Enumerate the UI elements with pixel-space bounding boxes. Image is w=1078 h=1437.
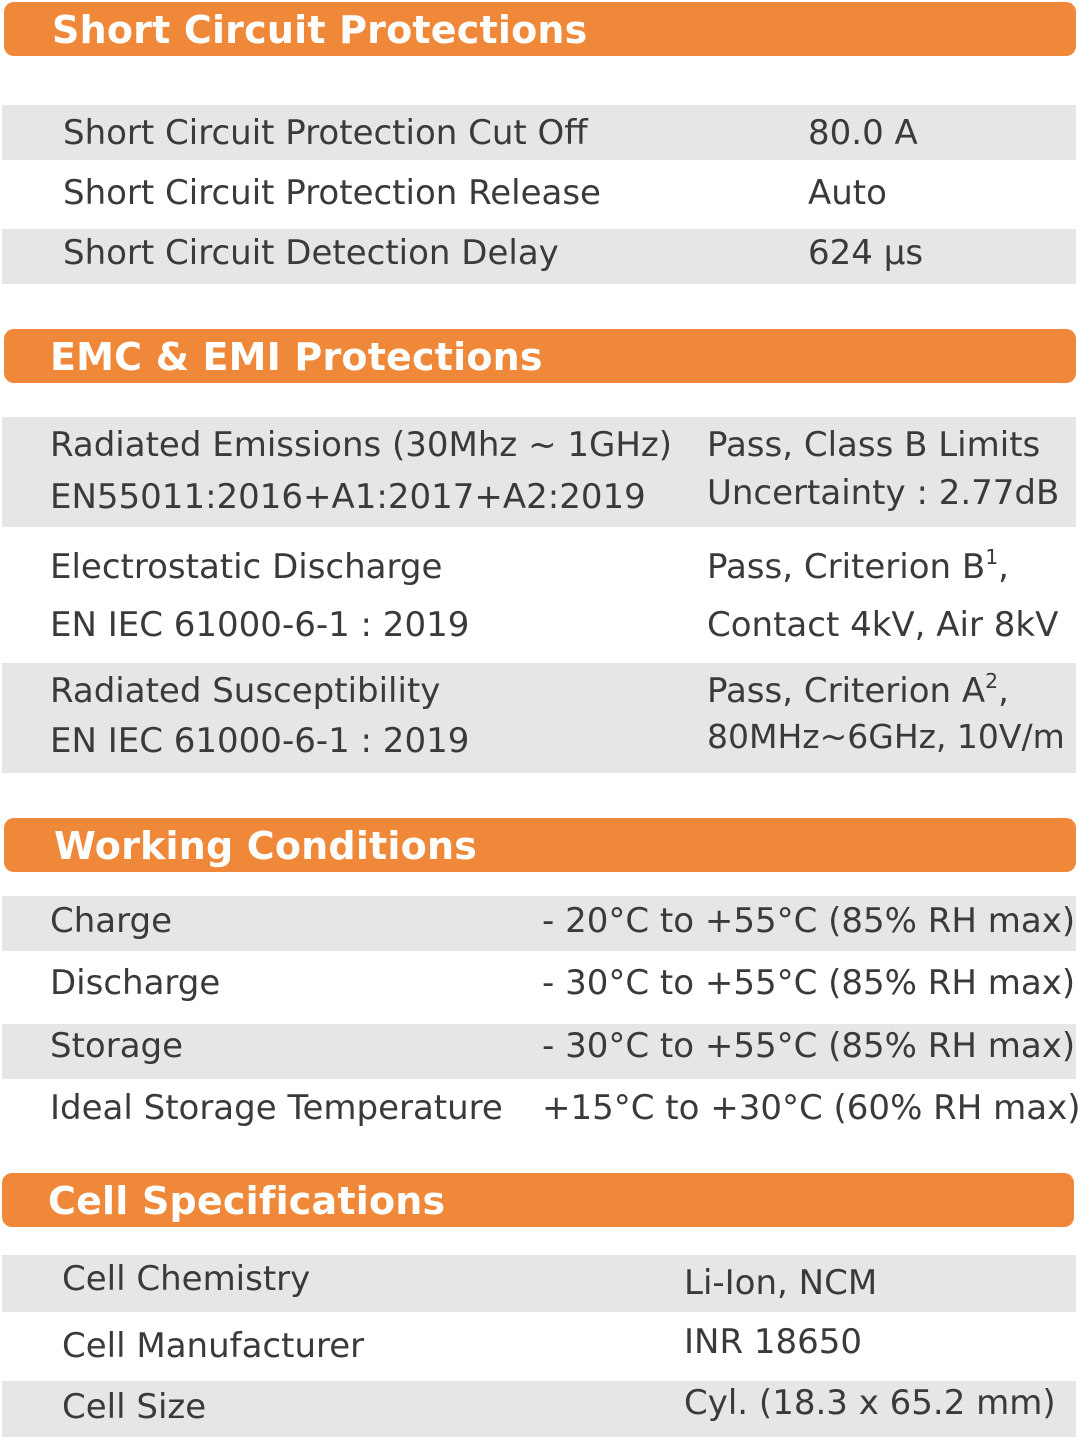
section-header-working-conditions: Working Conditions [4, 818, 1076, 872]
table-row: Short Circuit Detection Delay 624 µs [2, 229, 1076, 284]
row-value: Pass, Class B Limits [707, 425, 1041, 465]
section-header-short-circuit: Short Circuit Protections [4, 2, 1076, 56]
section-title: Cell Specifications [48, 1179, 446, 1223]
table-row: Cell Manufacturer INR 18650 [2, 1316, 1076, 1378]
table-row: Electrostatic Discharge EN IEC 61000-6-1… [2, 533, 1076, 658]
footnote-marker: 1 [985, 544, 999, 569]
row-value-detail: Uncertainty : 2.77dB [707, 473, 1060, 513]
row-value-detail: Contact 4kV, Air 8kV [707, 605, 1059, 645]
row-value-tail: , [998, 547, 1009, 587]
row-label: Radiated Susceptibility [50, 671, 441, 711]
table-row: Short Circuit Protection Cut Off 80.0 A [2, 105, 1076, 160]
row-value: 624 µs [808, 233, 924, 273]
table-row: Radiated Susceptibility EN IEC 61000-6-1… [2, 663, 1076, 773]
table-row: Discharge - 30°C to +55°C (85% RH max) [2, 956, 1076, 1018]
row-value: INR 18650 [684, 1322, 863, 1362]
row-value: - 30°C to +55°C (85% RH max) [542, 963, 1076, 1003]
row-label-standard: EN IEC 61000-6-1 : 2019 [50, 721, 470, 761]
row-label: Storage [50, 1026, 184, 1066]
table-row: Storage - 30°C to +55°C (85% RH max) [2, 1024, 1076, 1079]
footnote-marker: 2 [985, 668, 999, 693]
row-value: Cyl. (18.3 x 65.2 mm) [684, 1383, 1056, 1423]
row-label: Radiated Emissions (30Mhz ~ 1GHz) [50, 425, 673, 465]
row-value-text: Pass, Criterion B [707, 547, 986, 587]
section-title: EMC & EMI Protections [50, 335, 543, 379]
row-label: Cell Size [62, 1387, 207, 1427]
table-row: Cell Chemistry Li-Ion, NCM [2, 1255, 1076, 1312]
row-value: - 20°C to +55°C (85% RH max) [542, 901, 1076, 941]
row-label: Charge [50, 901, 173, 941]
row-label: Short Circuit Protection Release [63, 173, 601, 213]
row-value: - 30°C to +55°C (85% RH max) [542, 1026, 1076, 1066]
row-value: Pass, Criterion A2, [707, 668, 1009, 711]
table-row: Short Circuit Protection Release Auto [2, 165, 1076, 225]
row-label: Cell Manufacturer [62, 1326, 365, 1366]
row-label-standard: EN IEC 61000-6-1 : 2019 [50, 605, 470, 645]
row-label: Cell Chemistry [62, 1259, 311, 1299]
table-row: Radiated Emissions (30Mhz ~ 1GHz) EN5501… [2, 417, 1076, 527]
section-header-emc: EMC & EMI Protections [4, 329, 1076, 383]
row-value: Pass, Criterion B1, [707, 544, 1009, 587]
row-value-tail: , [998, 671, 1009, 711]
row-label: Discharge [50, 963, 221, 1003]
row-label: Ideal Storage Temperature [50, 1088, 503, 1128]
row-value-detail: 80MHz~6GHz, 10V/m [707, 717, 1065, 756]
row-label-standard: EN55011:2016+A1:2017+A2:2019 [50, 477, 646, 517]
table-row: Ideal Storage Temperature +15°C to +30°C… [2, 1082, 1078, 1144]
table-row: Charge - 20°C to +55°C (85% RH max) [2, 896, 1076, 951]
row-label: Short Circuit Detection Delay [63, 233, 559, 273]
row-value-text: Pass, Criterion A [707, 671, 986, 711]
row-value: Auto [808, 173, 887, 213]
section-title: Short Circuit Protections [52, 8, 588, 52]
table-row: Cell Size Cyl. (18.3 x 65.2 mm) [2, 1381, 1076, 1437]
row-label: Short Circuit Protection Cut Off [63, 113, 588, 153]
row-label: Electrostatic Discharge [50, 547, 443, 587]
row-value: 80.0 A [808, 113, 918, 153]
section-header-cell-specifications: Cell Specifications [2, 1173, 1074, 1227]
row-value: Li-Ion, NCM [684, 1263, 878, 1303]
section-title: Working Conditions [54, 824, 478, 868]
row-value: +15°C to +30°C (60% RH max) [542, 1088, 1078, 1128]
